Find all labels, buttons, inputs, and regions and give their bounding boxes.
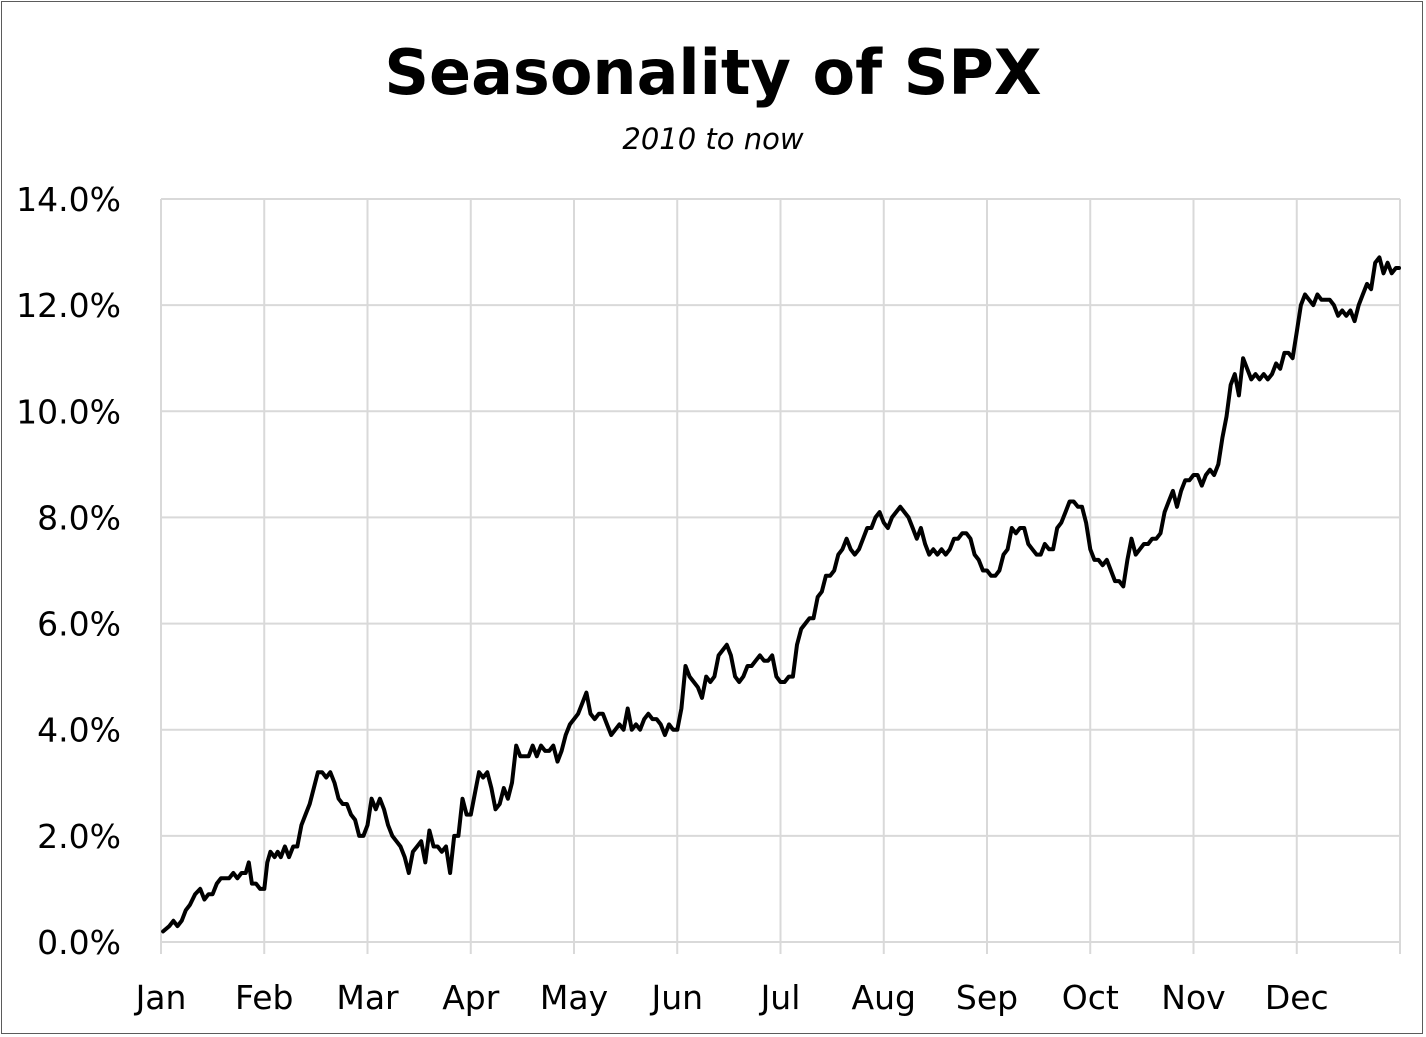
- x-tick-label: Jun: [649, 978, 703, 1017]
- x-tick-label: Sep: [956, 978, 1018, 1017]
- x-tick-label: Nov: [1161, 978, 1225, 1017]
- y-tick-label: 12.0%: [16, 286, 121, 325]
- y-tick-label: 14.0%: [16, 180, 121, 219]
- x-tick-label: Jan: [134, 978, 187, 1017]
- y-tick-label: 8.0%: [37, 498, 121, 537]
- y-axis-ticks: 0.0% 2.0% 4.0% 6.0% 8.0% 10.0% 12.0% 14.0%: [16, 180, 121, 962]
- series-layer: [161, 255, 1401, 934]
- x-tick-label: May: [540, 978, 608, 1017]
- x-tick-label: Mar: [336, 978, 399, 1017]
- x-tick-label: Oct: [1062, 978, 1119, 1017]
- series-line: [161, 255, 1401, 934]
- x-tick-label: Jul: [759, 978, 801, 1017]
- y-tick-label: 4.0%: [37, 711, 121, 750]
- y-tick-label: 0.0%: [37, 923, 121, 962]
- y-tick-label: 6.0%: [37, 605, 121, 644]
- x-tick-label: Apr: [442, 978, 500, 1017]
- y-tick-label: 10.0%: [16, 392, 121, 431]
- x-axis-ticks: Jan Feb Mar Apr May Jun Jul Aug Sep Oct Nov Dec: [134, 978, 1329, 1017]
- chart-title: Seasonality of SPX: [384, 36, 1041, 109]
- gridlines: [160, 198, 1401, 954]
- x-tick-label: Feb: [235, 978, 293, 1017]
- y-tick-label: 2.0%: [37, 817, 121, 856]
- x-tick-label: Aug: [852, 978, 916, 1017]
- chart-subtitle: 2010 to now: [622, 122, 803, 156]
- x-tick-label: Dec: [1265, 978, 1329, 1017]
